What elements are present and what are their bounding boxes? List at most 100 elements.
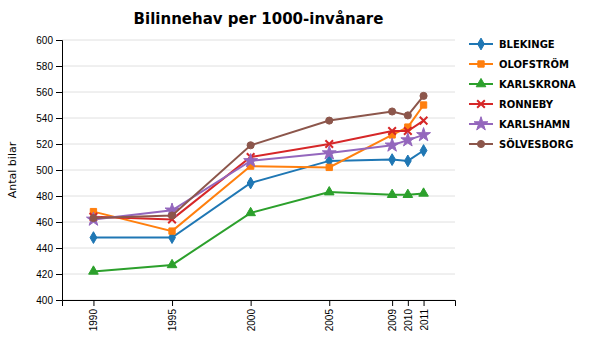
tick: 2010 [403,300,414,331]
marker [385,138,399,151]
tick: 2005 [324,300,335,331]
axis-line [63,301,456,307]
tick: 420 [36,269,62,280]
tick-mark [251,300,252,306]
grid-line [62,170,455,171]
grid-line [62,274,455,275]
marker [420,102,426,108]
marker [419,188,429,196]
tick-mark [329,300,330,306]
marker [247,142,254,149]
marker [247,177,254,189]
marker [326,117,333,124]
tick: 1990 [88,300,99,331]
tick-mark [56,222,62,223]
legend-item: OLOFSTRÖM [469,57,569,70]
marker [387,189,397,197]
marker [246,207,256,215]
grid-line [62,222,455,223]
line [93,192,423,271]
axis-title: Antal bilar [6,141,19,198]
legend: BLEKINGE OLOFSTRÖM KARLSKRONA RONNEBY KARLSH… [469,38,576,149]
marker [420,92,427,99]
tick-label: 2000 [246,309,257,332]
marker [389,108,396,115]
line [93,96,423,218]
marker [420,117,428,125]
tick-label: 2009 [387,309,398,332]
tick-label: 2011 [419,309,430,331]
marker [326,164,332,170]
grid-line [62,248,455,249]
grid-line [62,66,455,67]
tick: 540 [36,113,62,124]
legend-label: OLOFSTRÖM [499,57,569,70]
marker [322,146,336,159]
marker [167,259,177,267]
marker [244,154,258,167]
tick-label: 540 [36,113,53,124]
tick-mark [172,300,173,306]
legend-label: BLEKINGE [499,39,555,50]
legend-marker [478,61,484,67]
grid-line [62,92,455,93]
legend-item: KARLSHAMN [469,117,570,130]
marker [90,232,97,244]
tick-mark [408,300,409,306]
tick-mark [56,248,62,249]
tick-mark [56,170,62,171]
tick-label: 600 [36,35,53,46]
tick: 2000 [246,300,257,331]
legend-marker [478,38,485,50]
marker [388,127,396,135]
tick: 600 [36,35,62,46]
tick: 2009 [387,300,398,331]
tick-mark [56,92,62,93]
tick: 460 [36,217,62,228]
marker [324,187,334,195]
line [93,105,423,231]
tick-label: 480 [36,191,53,202]
marker [417,128,431,141]
grid-line [62,40,455,41]
x-axis: 1990 1995 2000 2005 2009 2010 2011 [63,300,456,331]
tick-mark [392,300,393,306]
legend-label: RONNEBY [499,99,554,110]
grid-line [62,118,455,119]
tick-mark [56,196,62,197]
legend-label: KARLSHAMN [499,119,570,130]
plot: 4004204404604805005205405605806001990199… [36,35,455,332]
tick-label: 580 [36,61,53,72]
legend-marker [476,78,486,86]
marker [389,154,396,166]
tick-mark [424,300,425,306]
marker [401,133,415,146]
marker [89,266,99,274]
tick-label: 2005 [324,309,335,332]
marker [169,228,175,234]
tick-label: 500 [36,165,53,176]
tick-mark [56,144,62,145]
line [93,135,423,220]
tick-label: 520 [36,139,53,150]
tick: 500 [36,165,62,176]
legend-item: KARLSKRONA [469,78,576,89]
legend-item: BLEKINGE [469,38,555,50]
marker [403,189,413,197]
tick-mark [56,274,62,275]
tick: 400 [36,295,62,306]
legend-marker [477,100,485,108]
tick: 440 [36,243,62,254]
tick-label: 2010 [403,309,414,332]
tick: 580 [36,61,62,72]
legend-marker [474,117,488,130]
tick-mark [56,300,62,301]
line [93,121,423,220]
tick-label: 400 [36,295,53,306]
chart: 4004204404604805005205405605806001990199… [0,0,590,350]
tick: 1995 [167,300,178,331]
marks [86,92,430,274]
legend-item: RONNEBY [469,99,554,110]
tick-label: 1990 [88,309,99,332]
tick-label: 460 [36,217,53,228]
